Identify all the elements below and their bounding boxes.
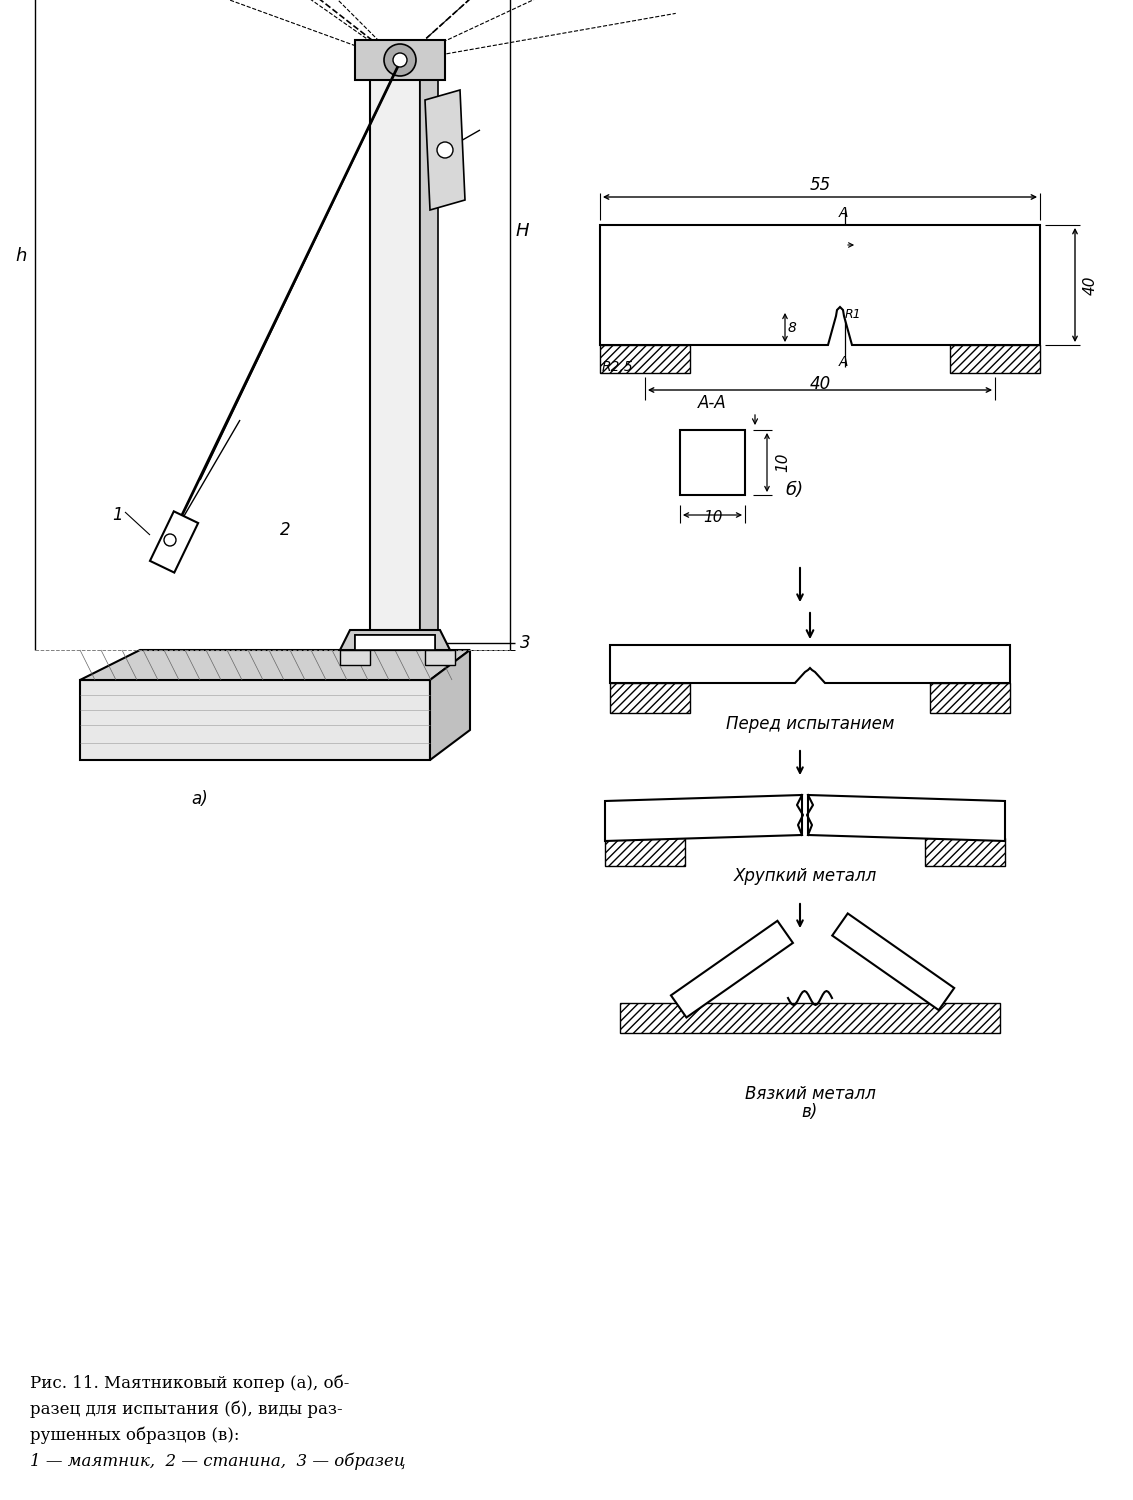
Text: а): а) <box>191 790 208 808</box>
Polygon shape <box>431 650 470 760</box>
Polygon shape <box>425 650 455 664</box>
Text: A-A: A-A <box>698 394 727 412</box>
Circle shape <box>384 44 416 76</box>
Polygon shape <box>620 1004 1000 1034</box>
Text: Вязкий металл: Вязкий металл <box>744 1084 876 1102</box>
Text: разец для испытания (б), виды раз-: разец для испытания (б), виды раз- <box>29 1401 342 1419</box>
Circle shape <box>393 53 407 68</box>
Polygon shape <box>80 680 431 760</box>
Polygon shape <box>610 682 690 712</box>
Polygon shape <box>150 512 198 573</box>
Text: H: H <box>516 222 529 240</box>
Polygon shape <box>610 645 1010 682</box>
Polygon shape <box>80 650 470 680</box>
Circle shape <box>164 534 176 546</box>
Text: 2: 2 <box>280 520 291 538</box>
Text: Перед испытанием: Перед испытанием <box>726 716 894 734</box>
Polygon shape <box>340 650 370 664</box>
Polygon shape <box>833 914 954 1010</box>
Text: 40: 40 <box>809 375 830 393</box>
Text: 1 — маятник,  2 — станина,  3 — образец: 1 — маятник, 2 — станина, 3 — образец <box>29 1454 406 1470</box>
Polygon shape <box>355 634 435 650</box>
Polygon shape <box>680 430 746 495</box>
Text: 3: 3 <box>520 634 530 652</box>
Text: 10: 10 <box>775 453 790 472</box>
Polygon shape <box>671 921 793 1017</box>
Text: 55: 55 <box>809 176 830 194</box>
Polygon shape <box>600 345 690 374</box>
Polygon shape <box>930 682 1010 712</box>
Polygon shape <box>425 90 465 210</box>
Polygon shape <box>355 634 435 650</box>
Text: б): б) <box>785 482 803 500</box>
Text: R2,5: R2,5 <box>602 360 633 374</box>
Text: A: A <box>838 356 847 369</box>
Text: рушенных образцов (в):: рушенных образцов (в): <box>29 1426 239 1444</box>
Text: 40: 40 <box>1083 276 1098 294</box>
Polygon shape <box>420 42 438 650</box>
Text: Рис. 11. Маятниковый копер (а), об-: Рис. 11. Маятниковый копер (а), об- <box>29 1376 349 1392</box>
Text: A: A <box>838 206 847 220</box>
Text: 1: 1 <box>112 506 122 524</box>
Text: Хрупкий металл: Хрупкий металл <box>733 867 877 885</box>
Polygon shape <box>340 630 450 650</box>
Text: 10: 10 <box>702 510 722 525</box>
Polygon shape <box>600 225 1040 345</box>
Text: в): в) <box>802 1102 818 1120</box>
Polygon shape <box>370 50 420 650</box>
Polygon shape <box>605 795 802 842</box>
Polygon shape <box>925 839 1005 866</box>
Polygon shape <box>605 839 685 866</box>
Text: 8: 8 <box>787 321 796 334</box>
Text: h: h <box>15 246 26 264</box>
Polygon shape <box>808 795 1005 842</box>
Polygon shape <box>355 40 445 80</box>
Polygon shape <box>949 345 1040 374</box>
Circle shape <box>437 142 453 158</box>
Text: R1: R1 <box>845 308 861 321</box>
